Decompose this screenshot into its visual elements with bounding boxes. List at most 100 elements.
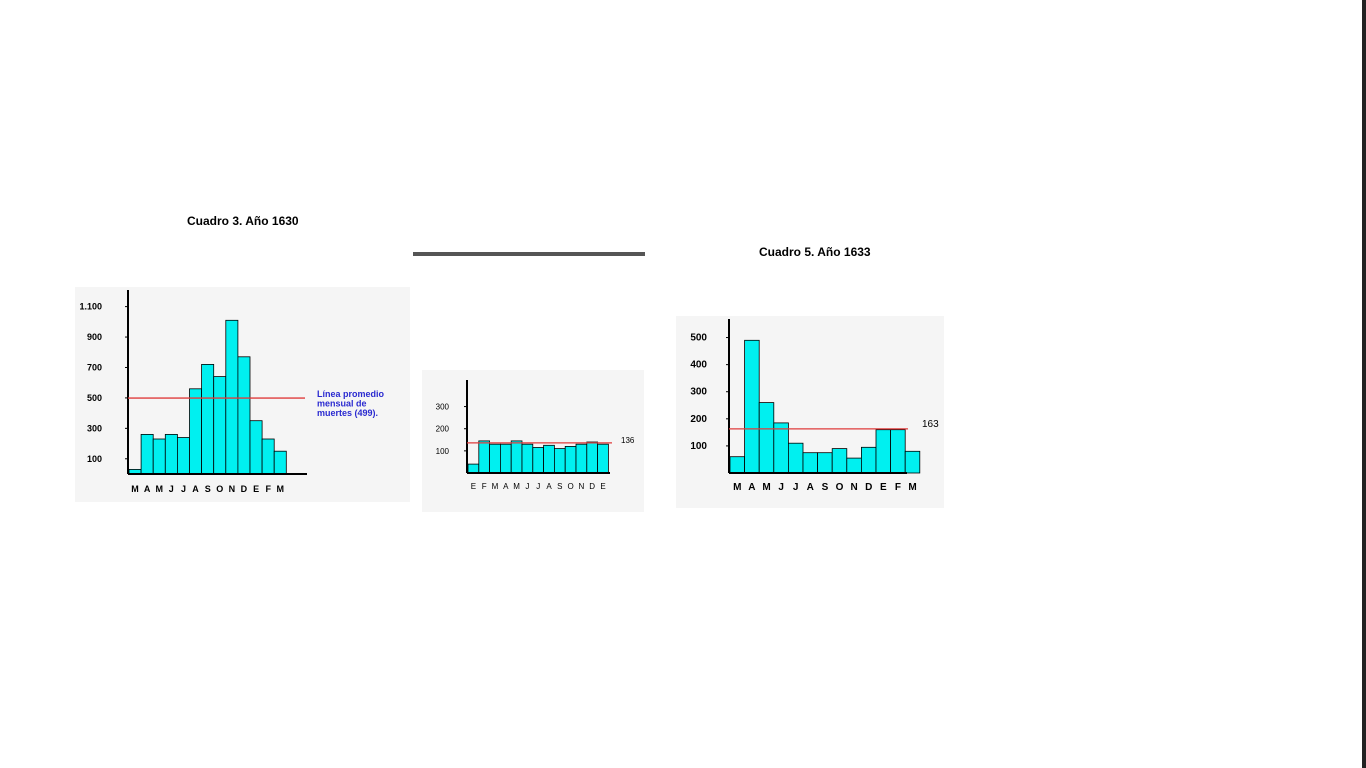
y-tick-label: 700 (87, 362, 102, 372)
average-label: 136 (621, 436, 635, 445)
chart-panel-bg (676, 316, 944, 508)
x-tick-label: D (589, 482, 595, 491)
bar (904, 450, 921, 474)
bar (177, 437, 190, 475)
x-tick-label: E (880, 482, 887, 493)
bar (586, 441, 599, 474)
bar (237, 356, 251, 475)
bar (189, 388, 203, 475)
bar (273, 450, 287, 475)
bar (860, 446, 877, 474)
y-tick-label: 900 (87, 332, 102, 342)
y-tick-label: 100 (436, 447, 450, 456)
x-tick-label: F (895, 482, 901, 493)
y-tick-label: 500 (87, 393, 102, 403)
y-tick-label: 200 (436, 425, 450, 434)
bar (788, 442, 804, 474)
x-tick-label: J (793, 482, 799, 493)
x-tick-label: D (865, 482, 872, 493)
bar (831, 448, 848, 474)
y-tick-label: 100 (87, 454, 102, 464)
y-tick-label: 1.100 (79, 302, 102, 312)
bar (553, 448, 566, 474)
bar (597, 443, 609, 474)
x-tick-label: E (253, 484, 259, 494)
bar (729, 456, 746, 474)
y-tick-label: 300 (436, 403, 450, 412)
x-tick-label: M (762, 482, 770, 493)
bar (500, 443, 512, 474)
x-tick-label: M (908, 482, 916, 493)
bar (532, 447, 545, 474)
x-tick-label: S (205, 484, 211, 494)
x-tick-label: D (241, 484, 248, 494)
x-tick-label: M (733, 482, 741, 493)
bar (261, 438, 275, 475)
average-label: 163 (922, 419, 939, 430)
x-tick-label: J (778, 482, 784, 493)
bar (575, 443, 588, 474)
x-tick-label: J (536, 482, 540, 491)
x-tick-label: M (513, 482, 520, 491)
bar (521, 443, 534, 474)
right-edge-line (1362, 0, 1366, 768)
x-tick-label: M (277, 484, 285, 494)
bar (744, 339, 760, 474)
x-tick-label: A (503, 482, 509, 491)
bar (773, 422, 789, 474)
x-tick-label: M (131, 484, 139, 494)
average-label: mensual de (317, 399, 367, 409)
bar (489, 443, 501, 474)
bar (140, 433, 154, 475)
bar (164, 433, 178, 475)
bar (543, 444, 555, 474)
x-tick-label: M (492, 482, 499, 491)
y-tick-label: 300 (690, 387, 707, 398)
bar (510, 440, 523, 474)
y-tick-label: 100 (690, 441, 707, 452)
chart-3-title: Cuadro 5. Año 1633 (759, 245, 871, 259)
bar (802, 452, 819, 474)
average-label: Línea promedio (317, 389, 385, 399)
y-tick-label: 400 (690, 360, 707, 371)
chart-panel-bg (422, 370, 644, 512)
chart-1-plot: 100 300 500 700 900 1.100 Línea promediomensua… (75, 287, 410, 502)
x-tick-label: A (192, 484, 199, 494)
bar (890, 429, 906, 474)
x-tick-label: O (216, 484, 223, 494)
bar (846, 457, 862, 474)
bar (201, 364, 215, 475)
x-tick-label: O (567, 482, 573, 491)
x-tick-label: O (836, 482, 844, 493)
x-tick-label: N (229, 484, 236, 494)
x-tick-label: F (482, 482, 487, 491)
bar (817, 452, 833, 474)
x-tick-label: S (557, 482, 562, 491)
x-tick-label: J (181, 484, 186, 494)
x-tick-label: F (265, 484, 271, 494)
x-tick-label: N (850, 482, 857, 493)
x-tick-label: A (546, 482, 552, 491)
bar (249, 420, 263, 475)
x-tick-label: A (144, 484, 151, 494)
x-tick-label: N (579, 482, 585, 491)
divider-line (413, 252, 645, 256)
bar (758, 402, 775, 474)
average-label: muertes (499). (317, 408, 378, 418)
x-tick-label: E (600, 482, 605, 491)
y-tick-label: 500 (690, 333, 707, 344)
x-tick-label: J (525, 482, 529, 491)
bar (875, 429, 892, 474)
x-tick-label: A (807, 482, 814, 493)
x-tick-label: E (471, 482, 476, 491)
x-tick-label: M (156, 484, 164, 494)
x-tick-label: J (169, 484, 174, 494)
x-tick-label: A (748, 482, 755, 493)
bar (467, 463, 480, 474)
y-tick-label: 200 (690, 414, 707, 425)
chart-1-title: Cuadro 3. Año 1630 (187, 214, 299, 228)
bar (213, 376, 227, 475)
y-tick-label: 300 (87, 423, 102, 433)
